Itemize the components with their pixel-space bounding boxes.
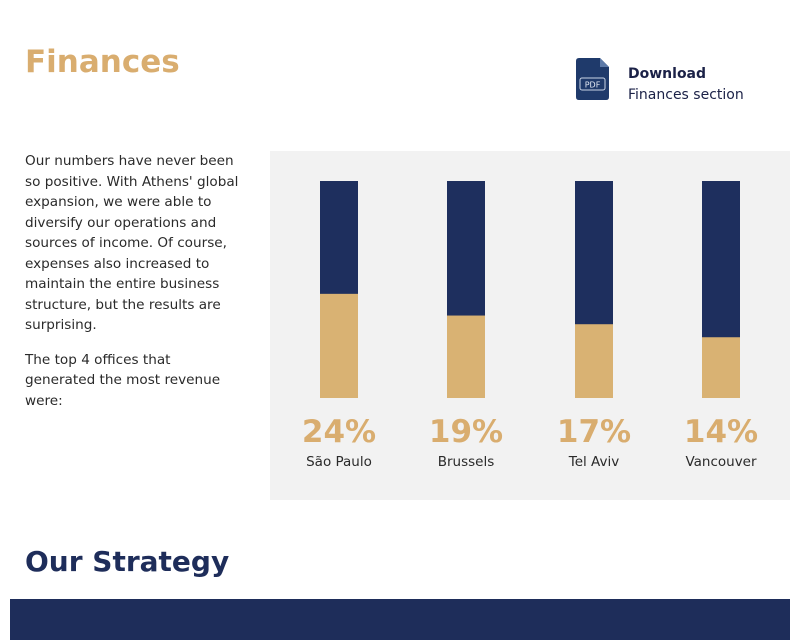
category-label-3: Vancouver <box>685 454 757 470</box>
strategy-heading: Our Strategy <box>25 545 230 578</box>
bar-value-0 <box>320 293 358 398</box>
category-label-2: Tel Aviv <box>568 454 619 470</box>
intro-paragraph-2: The top 4 offices that generated the mos… <box>25 351 221 409</box>
page-title: Finances <box>25 44 180 80</box>
category-label-0: São Paulo <box>306 454 372 470</box>
bar-value-1 <box>447 315 485 398</box>
data-label-1: 19% <box>429 414 503 450</box>
intro-paragraph-1: Our numbers have never been so positive.… <box>25 153 239 333</box>
data-label-0: 24% <box>302 414 376 450</box>
download-finances-link[interactable]: PDF Download Finances section <box>576 58 744 105</box>
office-revenue-chart-svg: 24% São Paulo 19% Brussels 17% Tel Aviv 14% Van… <box>302 181 758 470</box>
download-subtitle[interactable]: Finances section <box>628 87 744 103</box>
pdf-file-icon: PDF <box>576 58 609 100</box>
intro-text: Our numbers have never been so positive.… <box>25 151 240 425</box>
category-label-1: Brussels <box>438 454 495 470</box>
pdf-icon-label: PDF <box>585 81 601 90</box>
data-label-3: 14% <box>684 414 758 450</box>
office-revenue-chart: 24% São Paulo 19% Brussels 17% Tel Aviv 14% Van… <box>270 151 790 500</box>
bar-value-3 <box>702 337 740 398</box>
bar-value-2 <box>575 324 613 398</box>
strategy-banner <box>10 599 790 640</box>
download-title[interactable]: Download <box>628 66 707 82</box>
data-label-2: 17% <box>557 414 631 450</box>
